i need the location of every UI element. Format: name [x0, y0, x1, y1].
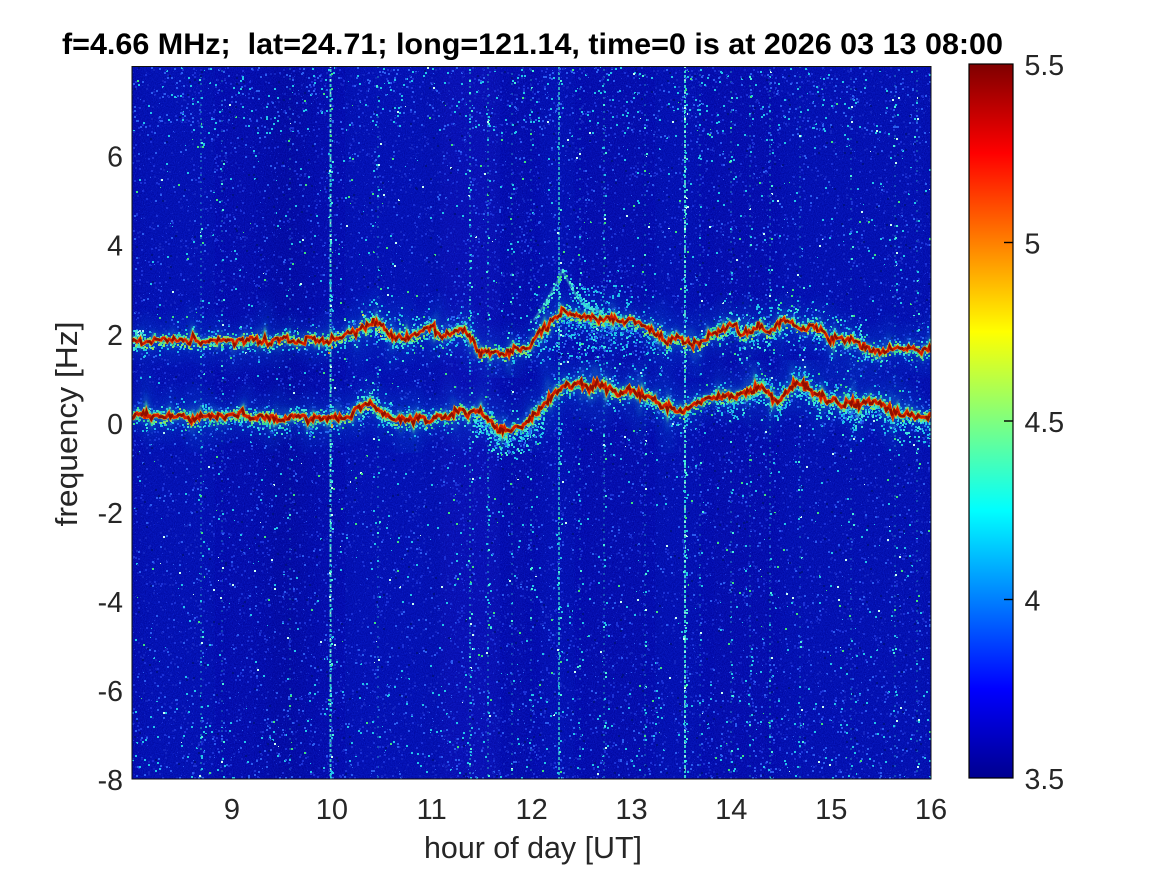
svg-text:0: 0 [107, 409, 123, 441]
svg-text:5: 5 [1025, 229, 1041, 261]
svg-text:4: 4 [107, 231, 123, 263]
svg-text:frequency [Hz]: frequency [Hz] [49, 322, 84, 527]
svg-text:f=4.66 MHz; lat=24.71; long=1: f=4.66 MHz; lat=24.71; long=121.14, time… [62, 28, 1003, 61]
svg-text:-6: -6 [98, 676, 123, 708]
svg-text:13: 13 [615, 794, 647, 826]
svg-text:5.5: 5.5 [1025, 50, 1065, 82]
svg-text:-2: -2 [98, 498, 123, 530]
svg-text:4.5: 4.5 [1025, 407, 1065, 439]
svg-text:11: 11 [417, 794, 447, 826]
svg-text:4: 4 [1025, 586, 1041, 618]
svg-text:-4: -4 [98, 587, 123, 619]
svg-text:hour of day [UT]: hour of day [UT] [424, 830, 642, 865]
svg-text:15: 15 [815, 794, 847, 826]
svg-text:6: 6 [107, 142, 123, 174]
svg-text:10: 10 [316, 794, 348, 826]
svg-text:12: 12 [515, 794, 547, 826]
svg-text:9: 9 [224, 794, 240, 826]
svg-text:16: 16 [915, 794, 947, 826]
svg-text:3.5: 3.5 [1025, 764, 1065, 796]
svg-text:14: 14 [715, 794, 747, 826]
svg-text:2: 2 [107, 320, 123, 352]
svg-text:-8: -8 [98, 765, 123, 797]
